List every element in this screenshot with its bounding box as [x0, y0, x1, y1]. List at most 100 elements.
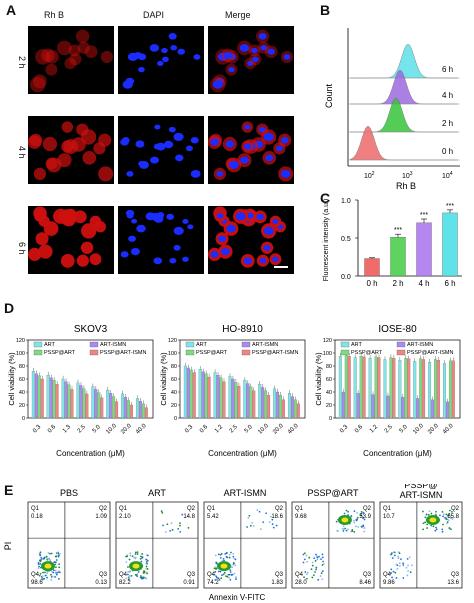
- d-xtick: 10.0: [412, 423, 425, 436]
- e-dot: [343, 512, 346, 515]
- e-dot: [441, 511, 444, 513]
- d-bar: [344, 355, 348, 419]
- e-core-hot: [132, 563, 140, 569]
- e-dot: [362, 511, 365, 514]
- e-dot: [251, 521, 254, 524]
- d-title-2: IOSE-80: [378, 324, 417, 335]
- flow-cytometry-plots: PI PBS Q1 0.18 Q2 1.09 Q4 98.6 Q3 0.13 ART Q1 2.10 Q2…: [3, 484, 463, 602]
- e-dot: [321, 553, 324, 556]
- e-dot: [275, 524, 278, 527]
- e-dot: [409, 571, 412, 574]
- e-frame: [27, 501, 111, 589]
- e-dot: [219, 570, 222, 573]
- e-dot: [350, 515, 353, 517]
- e-dot: [271, 518, 274, 521]
- c-sig: ***: [446, 203, 454, 210]
- e-dot: [231, 566, 234, 569]
- c-xtick: 6 h: [444, 279, 455, 288]
- histogram-label-4h: 4 h: [442, 91, 453, 100]
- e-dot: [225, 551, 228, 554]
- d-bar: [34, 373, 38, 419]
- d-legend-swatch: [241, 341, 251, 348]
- d-legend-label: ART: [351, 342, 363, 348]
- d-bar: [448, 360, 452, 419]
- d-xlabel: Concentration (μM): [363, 449, 432, 458]
- e-dot: [136, 551, 139, 554]
- micrograph-merge-4h: [208, 116, 294, 184]
- e-q2-value: 53.9: [359, 514, 371, 520]
- e-dot: [393, 551, 396, 554]
- e-dot: [391, 557, 394, 560]
- e-dot: [214, 578, 217, 581]
- d-bar: [115, 401, 119, 419]
- e-dot: [426, 523, 429, 526]
- e-dot: [391, 576, 393, 579]
- e-dot: [146, 568, 149, 570]
- e-dot: [137, 571, 140, 573]
- d-bar: [404, 358, 408, 419]
- d-ytick: 60: [171, 377, 177, 383]
- c-bar-6h: [442, 212, 458, 277]
- e-dot: [129, 554, 132, 557]
- e-q4-value: 74.2: [207, 580, 219, 586]
- e-dot: [128, 558, 131, 561]
- d-bar: [234, 382, 238, 419]
- e-dot: [316, 558, 319, 561]
- d-bar: [237, 386, 241, 419]
- e-dot: [215, 567, 218, 570]
- e-dot: [134, 574, 137, 576]
- e-dot: [342, 525, 345, 528]
- e-dot: [345, 529, 348, 532]
- d-bar: [377, 357, 381, 419]
- e-dot: [315, 555, 318, 557]
- micrograph-dapi-6h: [118, 206, 204, 274]
- e-dot: [179, 524, 181, 527]
- e-dot: [217, 570, 220, 573]
- e-dot: [407, 564, 409, 567]
- e-dot: [303, 558, 306, 561]
- e-dot: [235, 576, 237, 578]
- e-dot: [310, 568, 313, 571]
- panel-e-letter: E: [4, 482, 14, 498]
- d-legend-label: ART-ISMN: [407, 342, 433, 348]
- d-xtick: 20.0: [272, 423, 285, 436]
- e-dot: [165, 531, 167, 533]
- d-xtick: 0.6: [47, 424, 58, 435]
- e-q2-label: Q2: [275, 506, 284, 512]
- d-bar: [431, 399, 435, 419]
- e-dot: [214, 554, 217, 557]
- d-xtick: 10.0: [257, 423, 270, 436]
- e-dot: [422, 510, 424, 513]
- d-xtick: 0.3: [32, 424, 43, 435]
- e-dot: [314, 571, 316, 573]
- e-dot: [396, 567, 399, 570]
- e-dot: [393, 554, 396, 557]
- e-dot: [143, 570, 146, 573]
- d-bar: [293, 399, 297, 419]
- e-q4-label: Q4: [383, 572, 392, 578]
- c-bar-0h: [364, 258, 380, 277]
- d-xtick: 10.0: [105, 423, 118, 436]
- d-ytick: 120: [16, 338, 25, 344]
- e-dot: [442, 513, 445, 515]
- e-q3-value: 1.83: [271, 580, 283, 586]
- c-ylabel: Fluorescent intensity (a.u.): [323, 199, 330, 281]
- d-bar: [374, 356, 378, 419]
- e-dot: [405, 566, 408, 569]
- e-dot: [424, 521, 427, 524]
- e-dot: [134, 553, 137, 555]
- e-q2-value: 14.8: [183, 514, 195, 520]
- e-dot: [133, 556, 136, 559]
- d-bar: [40, 378, 44, 419]
- e-dot: [316, 556, 319, 559]
- e-q2-value: 65.8: [447, 514, 459, 520]
- e-dot: [363, 518, 366, 521]
- d-bar: [219, 377, 223, 419]
- d-bar: [353, 357, 357, 419]
- e-dot: [356, 516, 359, 519]
- e-dot: [145, 561, 148, 563]
- e-dot: [230, 551, 232, 554]
- e-dot: [37, 563, 40, 566]
- e-dot: [315, 553, 317, 556]
- e-dot: [451, 518, 454, 520]
